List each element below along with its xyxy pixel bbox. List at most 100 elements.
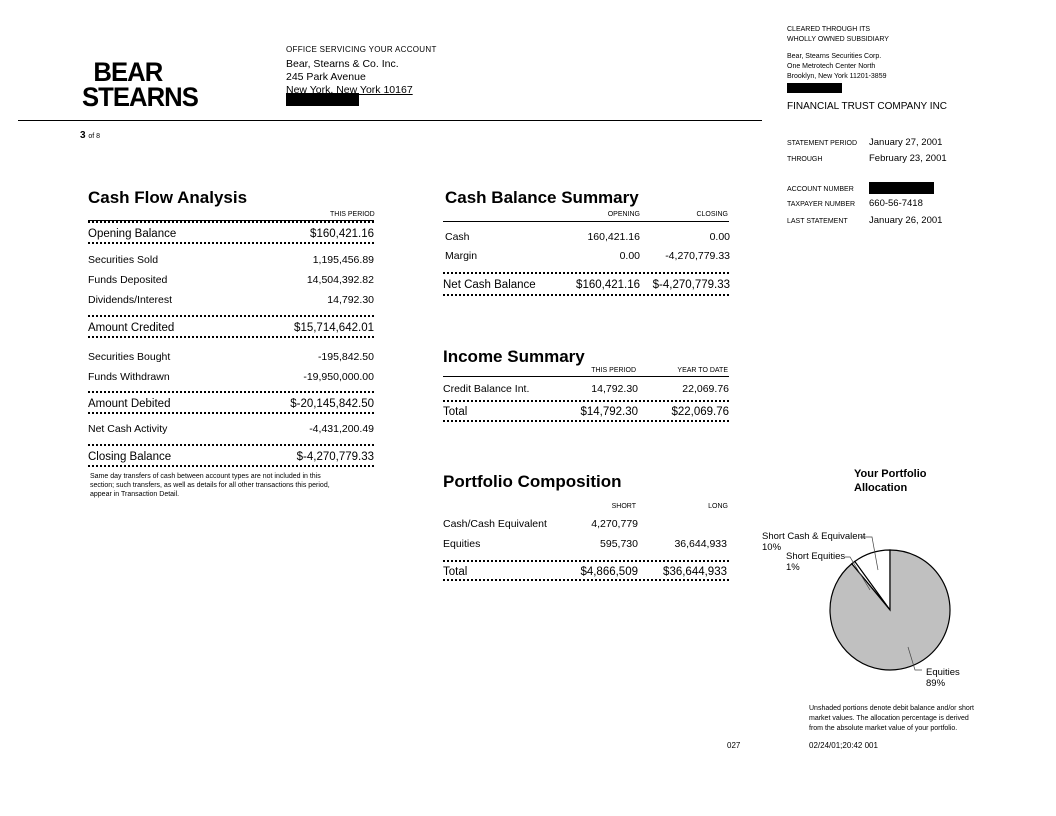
row-value: $15,714,642.01 — [294, 322, 374, 334]
dotted-rule — [88, 465, 374, 467]
clearing-city: Brooklyn, New York 11201-3859 — [787, 73, 887, 80]
cash-flow-row: Securities Bought -195,842.50 — [88, 351, 374, 365]
dotted-rule — [88, 315, 374, 317]
portfolio-row: Cash/Cash Equivalent 4,270,779 — [443, 518, 730, 532]
row-value: $-20,145,842.50 — [290, 398, 374, 410]
cash-flow-row: Funds Withdrawn -19,950,000.00 — [88, 371, 374, 385]
cash-flow-row: Amount Credited $15,714,642.01 — [88, 322, 374, 336]
row-label: Total — [443, 566, 468, 578]
long-value: $36,644,933 — [663, 566, 727, 578]
row-label: Cash/Cash Equivalent — [443, 518, 547, 530]
cash-flow-row: Amount Debited $-20,145,842.50 — [88, 398, 374, 412]
through-date: February 23, 2001 — [869, 153, 947, 164]
account-number-label: ACCOUNT NUMBER — [787, 186, 854, 193]
portfolio-row: Equities 595,730 36,644,933 — [443, 538, 730, 552]
rule — [443, 376, 729, 377]
redacted-block — [787, 83, 842, 93]
row-value: 1,195,456.89 — [312, 254, 374, 266]
portfolio-title: Portfolio Composition — [443, 472, 622, 491]
cash-flow-row: Securities Sold 1,195,456.89 — [88, 254, 374, 268]
office-name: Bear, Stearns & Co. Inc. — [286, 58, 399, 70]
cash-flow-title: Cash Flow Analysis — [88, 188, 248, 207]
row-value: -4,431,200.49 — [309, 423, 374, 435]
row-label: Closing Balance — [88, 451, 172, 463]
redacted-account-number — [869, 182, 934, 194]
dotted-rule — [88, 242, 374, 244]
short-value: 595,730 — [600, 538, 638, 550]
dotted-rule — [443, 420, 729, 422]
row-label: Funds Deposited — [88, 274, 168, 286]
dotted-rule — [88, 336, 374, 338]
row-label: Cash — [445, 231, 470, 243]
row-label: Amount Credited — [88, 322, 175, 334]
taxpayer-number: 660-56-7418 — [869, 198, 923, 209]
row-label: Total — [443, 406, 468, 418]
row-label: Opening Balance — [88, 228, 177, 240]
pie-slice-equities — [829, 549, 951, 671]
row-label: Margin — [445, 250, 478, 262]
row-value: -19,950,000.00 — [303, 371, 374, 383]
row-value: $-4,270,779.33 — [296, 451, 374, 463]
row-label: Dividends/Interest — [88, 294, 173, 306]
opening-value: 160,421.16 — [587, 231, 640, 243]
client-name: FINANCIAL TRUST COMPANY INC — [787, 101, 948, 112]
row-label: Amount Debited — [88, 398, 171, 410]
cash-flow-row: Funds Deposited 14,504,392.82 — [88, 274, 374, 288]
header-rule — [18, 120, 762, 121]
dotted-rule — [88, 444, 374, 446]
long-value: 36,644,933 — [674, 538, 727, 550]
ytd-value: 22,069.76 — [682, 383, 729, 395]
row-value: $160,421.16 — [310, 228, 374, 240]
portfolio-total: Total $4,866,509 $36,644,933 — [443, 566, 730, 580]
short-col-header: SHORT — [611, 503, 636, 510]
cash-flow-row: Dividends/Interest 14,792.30 — [88, 294, 374, 308]
opening-value: 0.00 — [619, 250, 640, 262]
rule — [88, 220, 374, 221]
pie-label-short-equities: Short Equities 1% — [786, 551, 846, 573]
row-value: 14,504,392.82 — [306, 274, 374, 286]
period-value: $14,792.30 — [580, 406, 638, 418]
pie-leader-line — [907, 646, 922, 671]
pie-label-equities: Equities 89% — [926, 667, 960, 689]
dotted-rule — [443, 579, 729, 581]
redacted-block — [286, 93, 359, 106]
cash-balance-row: Margin 0.00 -4,270,779.33 — [443, 250, 730, 264]
clearing-street: One Metrotech Center North — [787, 63, 876, 70]
bear-stearns-logo: BEAR STEARNS — [82, 57, 199, 112]
pie-leader-line — [845, 556, 871, 591]
last-statement: January 26, 2001 — [869, 215, 943, 226]
footer-code: 027 — [727, 741, 741, 750]
opening-value: $160,421.16 — [576, 279, 640, 291]
taxpayer-label: TAXPAYER NUMBER — [787, 201, 856, 208]
office-street: 245 Park Avenue — [286, 71, 366, 83]
last-statement-label: LAST STATEMENT — [787, 218, 848, 225]
pie-note: Unshaded portions denote debit balance a… — [809, 705, 975, 732]
dotted-rule — [88, 412, 374, 414]
closing-col-header: CLOSING — [696, 211, 728, 218]
cash-balance-total: Net Cash Balance $160,421.16 $-4,270,779.3… — [443, 279, 730, 293]
cash-flow-col-header: THIS PERIOD — [330, 211, 375, 218]
row-label: Net Cash Activity — [88, 423, 168, 435]
pie-label-short-cash: Short Cash & Equivalent 10% — [762, 531, 866, 553]
dotted-rule — [88, 221, 374, 223]
income-row: Credit Balance Int. 14,792.30 22,069.76 — [443, 383, 730, 397]
long-col-header: LONG — [708, 503, 728, 510]
allocation-pie-chart — [829, 536, 951, 671]
dotted-rule — [443, 560, 729, 562]
row-label: Credit Balance Int. — [443, 383, 530, 395]
closing-value: 0.00 — [709, 231, 730, 243]
closing-value: -4,270,779.33 — [665, 250, 730, 262]
opening-col-header: OPENING — [607, 211, 640, 218]
cash-flow-note: Same day transfers of cash between accou… — [90, 473, 330, 498]
row-value: 14,792.30 — [327, 294, 374, 306]
closing-value: $-4,270,779.33 — [652, 279, 730, 291]
office-heading: OFFICE SERVICING YOUR ACCOUNT — [286, 45, 437, 54]
cash-balance-row: Cash 160,421.16 0.00 — [443, 231, 730, 245]
cash-flow-row: Opening Balance $160,421.16 — [88, 228, 374, 242]
clearing-line2: WHOLLY OWNED SUBSIDIARY — [787, 36, 889, 43]
ytd-value: $22,069.76 — [671, 406, 729, 418]
row-label: Equities — [443, 538, 481, 550]
this-period-col-header: THIS PERIOD — [591, 367, 636, 374]
dotted-rule — [443, 272, 729, 274]
